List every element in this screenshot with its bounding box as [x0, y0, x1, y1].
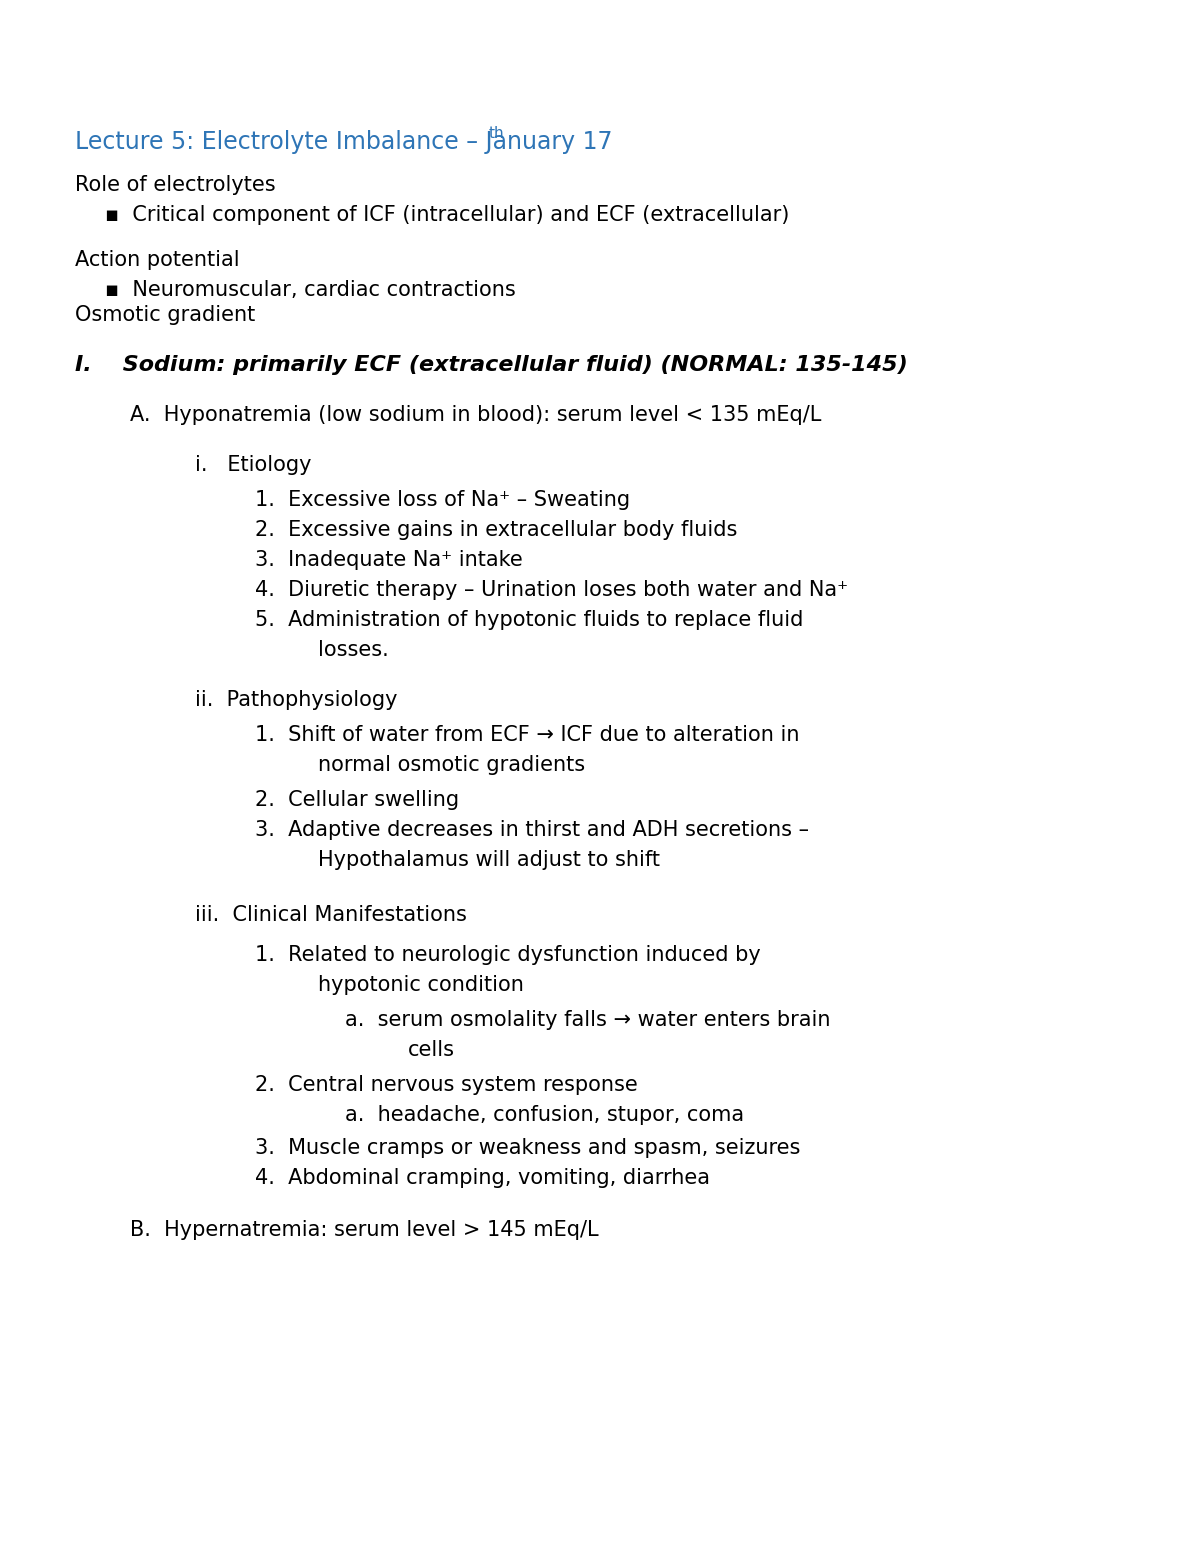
Text: 1.  Shift of water from ECF → ICF due to alteration in: 1. Shift of water from ECF → ICF due to … [256, 725, 799, 745]
Text: a.  headache, confusion, stupor, coma: a. headache, confusion, stupor, coma [346, 1106, 744, 1124]
Text: 1.  Excessive loss of Na⁺ – Sweating: 1. Excessive loss of Na⁺ – Sweating [256, 491, 630, 509]
Text: Hypothalamus will adjust to shift: Hypothalamus will adjust to shift [318, 849, 660, 870]
Text: i.   Etiology: i. Etiology [194, 455, 312, 475]
Text: 2.  Excessive gains in extracellular body fluids: 2. Excessive gains in extracellular body… [256, 520, 737, 540]
Text: 2.  Central nervous system response: 2. Central nervous system response [256, 1075, 637, 1095]
Text: iii.  Clinical Manifestations: iii. Clinical Manifestations [194, 905, 467, 926]
Text: 3.  Muscle cramps or weakness and spasm, seizures: 3. Muscle cramps or weakness and spasm, … [256, 1138, 800, 1159]
Text: ▪  Neuromuscular, cardiac contractions: ▪ Neuromuscular, cardiac contractions [106, 280, 516, 300]
Text: Lecture 5: Electrolyte Imbalance – January 17: Lecture 5: Electrolyte Imbalance – Janua… [74, 130, 612, 154]
Text: ▪  Critical component of ICF (intracellular) and ECF (extracellular): ▪ Critical component of ICF (intracellul… [106, 205, 790, 225]
Text: 3.  Inadequate Na⁺ intake: 3. Inadequate Na⁺ intake [256, 550, 523, 570]
Text: A.  Hyponatremia (low sodium in blood): serum level < 135 mEq/L: A. Hyponatremia (low sodium in blood): s… [130, 405, 821, 426]
Text: 5.  Administration of hypotonic fluids to replace fluid: 5. Administration of hypotonic fluids to… [256, 610, 803, 631]
Text: normal osmotic gradients: normal osmotic gradients [318, 755, 586, 775]
Text: Osmotic gradient: Osmotic gradient [74, 304, 256, 325]
Text: th: th [490, 126, 505, 141]
Text: cells: cells [408, 1041, 455, 1061]
Text: hypotonic condition: hypotonic condition [318, 975, 524, 995]
Text: losses.: losses. [318, 640, 389, 660]
Text: I.    Sodium: primarily ECF (extracellular fluid) (NORMAL: 135-145): I. Sodium: primarily ECF (extracellular … [74, 356, 907, 374]
Text: a.  serum osmolality falls → water enters brain: a. serum osmolality falls → water enters… [346, 1009, 830, 1030]
Text: 3.  Adaptive decreases in thirst and ADH secretions –: 3. Adaptive decreases in thirst and ADH … [256, 820, 809, 840]
Text: Role of electrolytes: Role of electrolytes [74, 175, 276, 196]
Text: 1.  Related to neurologic dysfunction induced by: 1. Related to neurologic dysfunction ind… [256, 944, 761, 964]
Text: ii.  Pathophysiology: ii. Pathophysiology [194, 690, 397, 710]
Text: B.  Hypernatremia: serum level > 145 mEq/L: B. Hypernatremia: serum level > 145 mEq/… [130, 1221, 599, 1239]
Text: 4.  Abdominal cramping, vomiting, diarrhea: 4. Abdominal cramping, vomiting, diarrhe… [256, 1168, 710, 1188]
Text: 4.  Diuretic therapy – Urination loses both water and Na⁺: 4. Diuretic therapy – Urination loses bo… [256, 579, 848, 599]
Text: Action potential: Action potential [74, 250, 240, 270]
Text: 2.  Cellular swelling: 2. Cellular swelling [256, 790, 460, 811]
